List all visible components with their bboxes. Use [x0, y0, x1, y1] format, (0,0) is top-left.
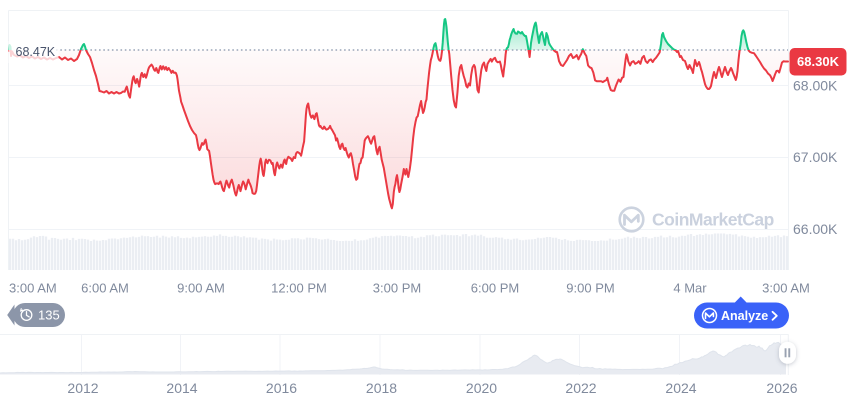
- svg-text:6:00 AM: 6:00 AM: [81, 281, 129, 296]
- svg-text:68.30K: 68.30K: [797, 54, 840, 69]
- svg-text:3:00 AM: 3:00 AM: [762, 281, 810, 296]
- svg-text:66.00K: 66.00K: [793, 221, 838, 237]
- svg-text:135: 135: [38, 308, 60, 323]
- svg-text:6:00 PM: 6:00 PM: [471, 281, 519, 296]
- svg-text:2016: 2016: [266, 380, 297, 396]
- svg-text:68.47K: 68.47K: [16, 45, 56, 59]
- svg-text:67.00K: 67.00K: [793, 149, 838, 165]
- svg-text:9:00 PM: 9:00 PM: [566, 281, 614, 296]
- svg-text:68.00K: 68.00K: [793, 78, 838, 94]
- svg-text:2026: 2026: [766, 380, 797, 396]
- svg-text:CoinMarketCap: CoinMarketCap: [652, 210, 774, 230]
- svg-text:3:00 PM: 3:00 PM: [373, 281, 421, 296]
- svg-text:12:00 PM: 12:00 PM: [271, 281, 327, 296]
- svg-text:2022: 2022: [565, 380, 596, 396]
- svg-text:2020: 2020: [466, 380, 497, 396]
- svg-text:Analyze: Analyze: [721, 309, 768, 323]
- svg-text:9:00 AM: 9:00 AM: [177, 281, 225, 296]
- svg-text:3:00 AM: 3:00 AM: [9, 281, 57, 296]
- svg-text:2024: 2024: [665, 380, 696, 396]
- svg-text:2012: 2012: [67, 380, 98, 396]
- svg-text:2018: 2018: [366, 380, 397, 396]
- svg-text:4 Mar: 4 Mar: [673, 281, 707, 296]
- svg-text:2014: 2014: [166, 380, 197, 396]
